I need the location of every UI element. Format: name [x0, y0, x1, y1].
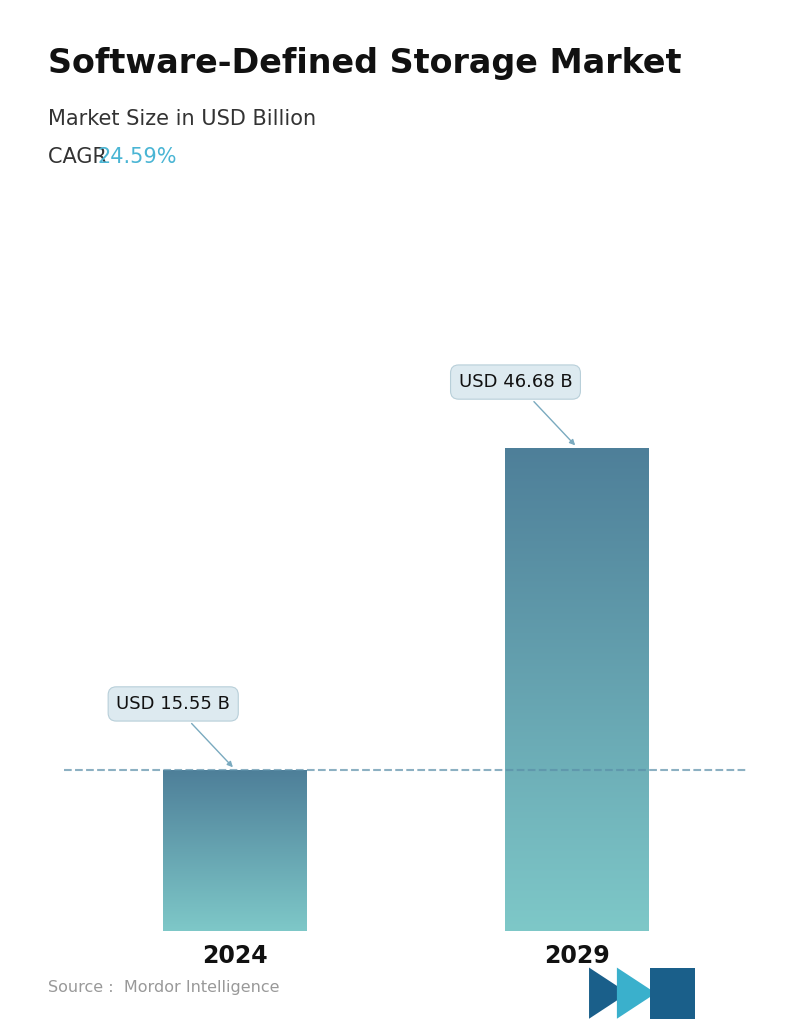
Text: CAGR: CAGR	[48, 147, 113, 166]
Text: Source :  Mordor Intelligence: Source : Mordor Intelligence	[48, 979, 279, 995]
Text: 24.59%: 24.59%	[97, 147, 177, 166]
Text: Market Size in USD Billion: Market Size in USD Billion	[48, 109, 316, 128]
Polygon shape	[617, 968, 656, 1018]
Text: USD 15.55 B: USD 15.55 B	[116, 695, 232, 766]
Text: USD 46.68 B: USD 46.68 B	[458, 373, 574, 445]
Polygon shape	[650, 968, 695, 1018]
Text: Software-Defined Storage Market: Software-Defined Storage Market	[48, 47, 681, 80]
Polygon shape	[589, 968, 628, 1018]
